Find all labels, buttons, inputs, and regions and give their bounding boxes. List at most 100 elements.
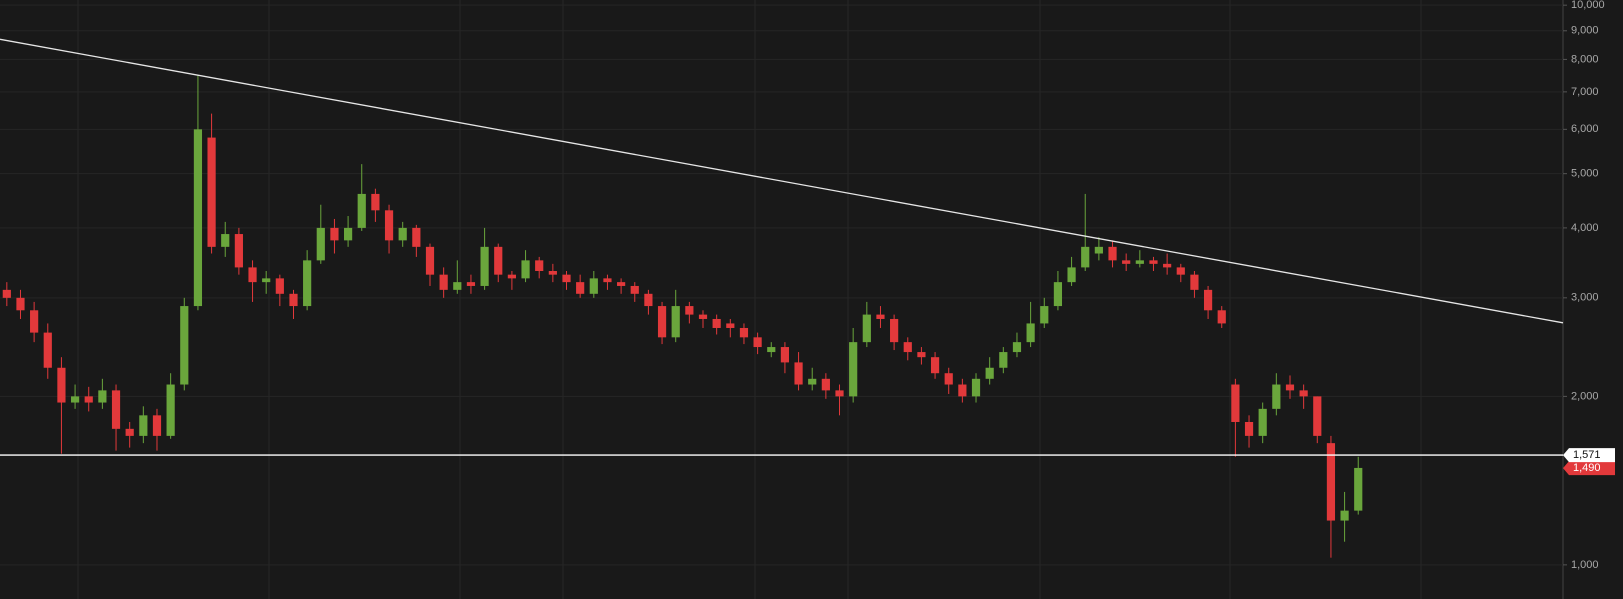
candle-body — [125, 428, 134, 436]
last-price-tag — [1563, 461, 1615, 476]
candle-body — [576, 282, 585, 294]
y-tick-label: 3,000 — [1571, 292, 1599, 304]
candle-body — [412, 227, 421, 247]
candle-body — [343, 227, 353, 241]
y-tick-label: 8,000 — [1571, 53, 1599, 65]
candle-body — [1094, 246, 1103, 254]
candle-body — [862, 314, 871, 343]
candle-body — [876, 314, 885, 319]
candle-body — [849, 342, 858, 397]
candle-body — [767, 347, 776, 353]
candle-body — [1244, 421, 1254, 436]
candle-body — [234, 234, 243, 268]
y-tick-label: 1,000 — [1571, 559, 1599, 571]
y-tick-label: 6,000 — [1571, 123, 1599, 135]
candle-body — [589, 278, 598, 294]
candle-body — [1285, 384, 1295, 391]
candle-body — [603, 278, 612, 283]
candle-body — [1299, 390, 1308, 397]
candle-body — [1203, 289, 1213, 311]
candle-body — [1258, 408, 1267, 436]
candle-body — [1081, 246, 1090, 268]
candle-body — [1231, 384, 1240, 422]
candle-body — [1122, 260, 1131, 264]
candle-body — [166, 384, 175, 436]
candle-body — [398, 227, 407, 241]
candle-body — [439, 274, 448, 290]
candle-body — [2, 289, 11, 298]
candle-body — [958, 384, 967, 397]
candle-body — [698, 314, 708, 319]
candle-body — [1026, 323, 1035, 343]
candle-body — [16, 297, 25, 311]
candle-body — [139, 415, 148, 436]
candle-body — [712, 318, 721, 328]
candle-body — [1067, 267, 1076, 283]
candle-body — [57, 367, 66, 403]
candle-body — [480, 246, 489, 286]
candle-body — [630, 285, 639, 294]
candle-body — [726, 323, 735, 328]
candle-body — [207, 137, 216, 247]
candle-body — [548, 271, 557, 275]
candle-body — [1053, 282, 1063, 307]
price-line-label: 1,571 — [1573, 449, 1601, 461]
candle-body — [890, 318, 899, 343]
candle-body — [330, 227, 339, 241]
candle-body — [739, 327, 749, 338]
candle-body — [275, 278, 284, 294]
candle-body — [248, 267, 257, 283]
candle-body — [357, 193, 366, 228]
candle-body — [657, 306, 667, 338]
candle-body — [685, 306, 694, 315]
candle-body — [999, 352, 1008, 368]
y-tick-label: 4,000 — [1571, 222, 1599, 234]
candle-body — [1176, 267, 1185, 275]
candle-body — [521, 260, 530, 279]
candle-body — [835, 390, 844, 397]
candle-body — [221, 234, 230, 247]
candle-body — [985, 367, 994, 379]
candle-body — [384, 210, 394, 241]
candle-body — [821, 378, 830, 391]
candle-body — [903, 342, 912, 353]
candle-body — [617, 282, 626, 286]
candle-body — [1040, 306, 1049, 324]
candle-body — [43, 332, 52, 368]
candle-body — [1313, 396, 1322, 436]
candle-body — [1135, 260, 1144, 264]
candle-body — [1326, 443, 1336, 521]
vertical-grid — [77, 0, 1422, 599]
candle-body — [794, 362, 803, 385]
trendline — [0, 38, 1564, 324]
y-tick-label: 7,000 — [1571, 86, 1599, 98]
candle-body — [193, 129, 203, 307]
candle-body — [535, 260, 544, 272]
candle-body — [1354, 467, 1363, 511]
y-tick-label: 10,000 — [1571, 0, 1605, 11]
candle-body — [316, 227, 325, 261]
candle-body — [671, 306, 680, 338]
last-price-label: 1,490 — [1573, 462, 1601, 474]
candle-body — [98, 390, 107, 403]
candle-body — [917, 352, 926, 358]
candle-body — [944, 373, 953, 385]
candle-body — [70, 396, 80, 403]
candle-body — [303, 260, 312, 307]
candle-body — [1149, 260, 1158, 264]
y-tick-label: 9,000 — [1571, 25, 1599, 37]
candle-body — [289, 293, 298, 307]
candle-body — [930, 357, 940, 374]
candle-body — [30, 310, 39, 333]
candle-body — [971, 378, 981, 397]
candle-body — [152, 415, 162, 436]
candle-body — [425, 246, 435, 275]
candle-body — [644, 293, 653, 307]
candle-body — [262, 278, 271, 283]
candle-body — [371, 193, 380, 211]
candle-body — [84, 396, 93, 403]
candle-body — [808, 378, 817, 385]
